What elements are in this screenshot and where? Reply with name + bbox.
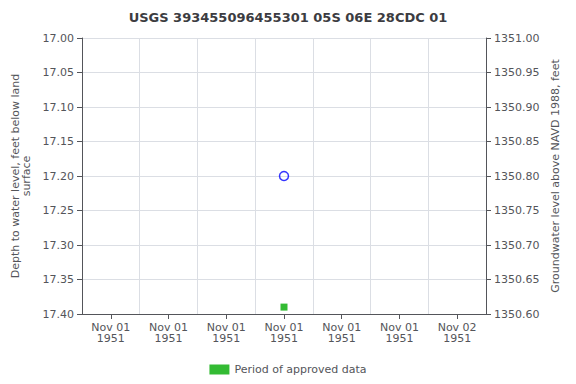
svg-text:1350.95: 1350.95: [494, 66, 540, 79]
svg-text:17.20: 17.20: [43, 170, 75, 183]
svg-text:17.40: 17.40: [43, 308, 75, 321]
svg-text:Depth to water level, feet bel: Depth to water level, feet below land: [8, 73, 22, 279]
svg-text:17.05: 17.05: [43, 66, 75, 79]
svg-text:Nov 01: Nov 01: [264, 321, 304, 334]
svg-text:1350.60: 1350.60: [494, 308, 540, 321]
svg-text:Nov 01: Nov 01: [322, 321, 362, 334]
svg-text:USGS 393455096455301 05S 06E 2: USGS 393455096455301 05S 06E 28CDC 01: [129, 10, 448, 25]
svg-text:17.10: 17.10: [43, 101, 75, 114]
svg-text:Groundwater level above NAVD 1: Groundwater level above NAVD 1988, feet: [549, 59, 562, 293]
svg-text:1350.85: 1350.85: [494, 135, 540, 148]
svg-text:17.00: 17.00: [43, 32, 75, 45]
svg-text:1951: 1951: [328, 332, 356, 345]
svg-text:1350.70: 1350.70: [494, 239, 540, 252]
svg-text:17.25: 17.25: [43, 204, 75, 217]
svg-text:17.35: 17.35: [43, 273, 75, 286]
svg-text:Nov 01: Nov 01: [149, 321, 189, 334]
svg-text:Nov 01: Nov 01: [206, 321, 246, 334]
svg-text:surface: surface: [20, 155, 33, 196]
svg-text:1951: 1951: [97, 332, 125, 345]
svg-text:Nov 02: Nov 02: [437, 321, 477, 334]
svg-text:1350.90: 1350.90: [494, 101, 540, 114]
svg-text:1351.00: 1351.00: [494, 32, 540, 45]
svg-text:1951: 1951: [385, 332, 413, 345]
svg-text:Nov 01: Nov 01: [379, 321, 419, 334]
svg-text:1951: 1951: [270, 332, 298, 345]
svg-text:1350.75: 1350.75: [494, 204, 540, 217]
svg-text:17.15: 17.15: [43, 135, 75, 148]
svg-text:1951: 1951: [212, 332, 240, 345]
svg-text:1350.65: 1350.65: [494, 273, 540, 286]
svg-text:1951: 1951: [443, 332, 471, 345]
svg-text:1350.80: 1350.80: [494, 170, 540, 183]
svg-text:Nov 01: Nov 01: [91, 321, 131, 334]
svg-text:1951: 1951: [155, 332, 183, 345]
svg-text:Period of approved data: Period of approved data: [234, 363, 366, 376]
svg-text:17.30: 17.30: [43, 239, 75, 252]
